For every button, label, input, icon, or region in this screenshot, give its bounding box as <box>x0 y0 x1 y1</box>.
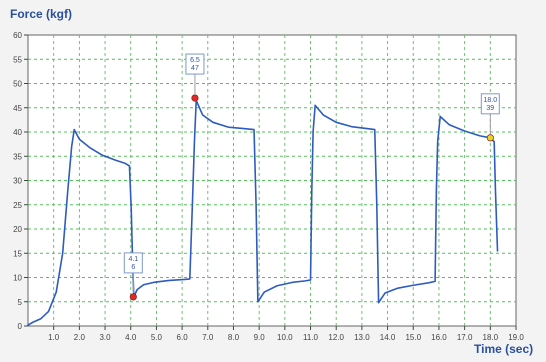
x-tick-label: 4.0 <box>125 333 137 342</box>
y-tick-label: 60 <box>13 31 22 40</box>
annotation-text: 6 <box>131 264 135 271</box>
y-tick-label: 30 <box>13 177 22 186</box>
x-tick-label: 19.0 <box>508 333 524 342</box>
x-tick-label: 13.0 <box>354 333 370 342</box>
y-tick-label: 55 <box>13 55 22 64</box>
y-tick-label: 40 <box>13 128 22 137</box>
annotation-marker <box>487 135 493 141</box>
x-tick-label: 8.0 <box>228 333 240 342</box>
x-tick-label: 10.0 <box>277 333 293 342</box>
x-tick-label: 17.0 <box>457 333 473 342</box>
x-tick-label: 2.0 <box>74 333 86 342</box>
y-tick-label: 20 <box>13 225 22 234</box>
y-tick-label: 50 <box>13 80 22 89</box>
annotation-marker <box>192 95 198 101</box>
annotation-text: 4.1 <box>128 256 138 263</box>
x-axis-title: Time (sec) <box>474 342 533 356</box>
annotation-text: 6.5 <box>190 57 200 64</box>
x-tick-label: 12.0 <box>328 333 344 342</box>
x-tick-label: 9.0 <box>254 333 266 342</box>
x-tick-label: 5.0 <box>151 333 163 342</box>
annotation-text: 18.0 <box>484 97 498 104</box>
y-tick-label: 25 <box>13 201 22 210</box>
x-tick-label: 6.0 <box>177 333 189 342</box>
y-tick-label: 35 <box>13 152 22 161</box>
x-tick-label: 7.0 <box>202 333 214 342</box>
y-tick-label: 45 <box>13 104 22 113</box>
y-tick-label: 10 <box>13 274 22 283</box>
y-tick-label: 15 <box>13 249 22 258</box>
x-tick-label: 18.0 <box>483 333 499 342</box>
x-tick-label: 11.0 <box>303 333 319 342</box>
y-tick-label: 5 <box>18 298 23 307</box>
annotation-marker <box>130 294 136 300</box>
x-tick-label: 3.0 <box>99 333 111 342</box>
x-tick-label: 14.0 <box>380 333 396 342</box>
x-tick-label: 15.0 <box>405 333 421 342</box>
x-tick-label: 16.0 <box>431 333 447 342</box>
y-axis-title: Force (kgf) <box>10 7 72 21</box>
x-tick-label: 1.0 <box>48 333 60 342</box>
annotation-text: 47 <box>191 65 199 72</box>
y-tick-label: 0 <box>18 322 23 331</box>
annotation-text: 39 <box>486 105 494 112</box>
